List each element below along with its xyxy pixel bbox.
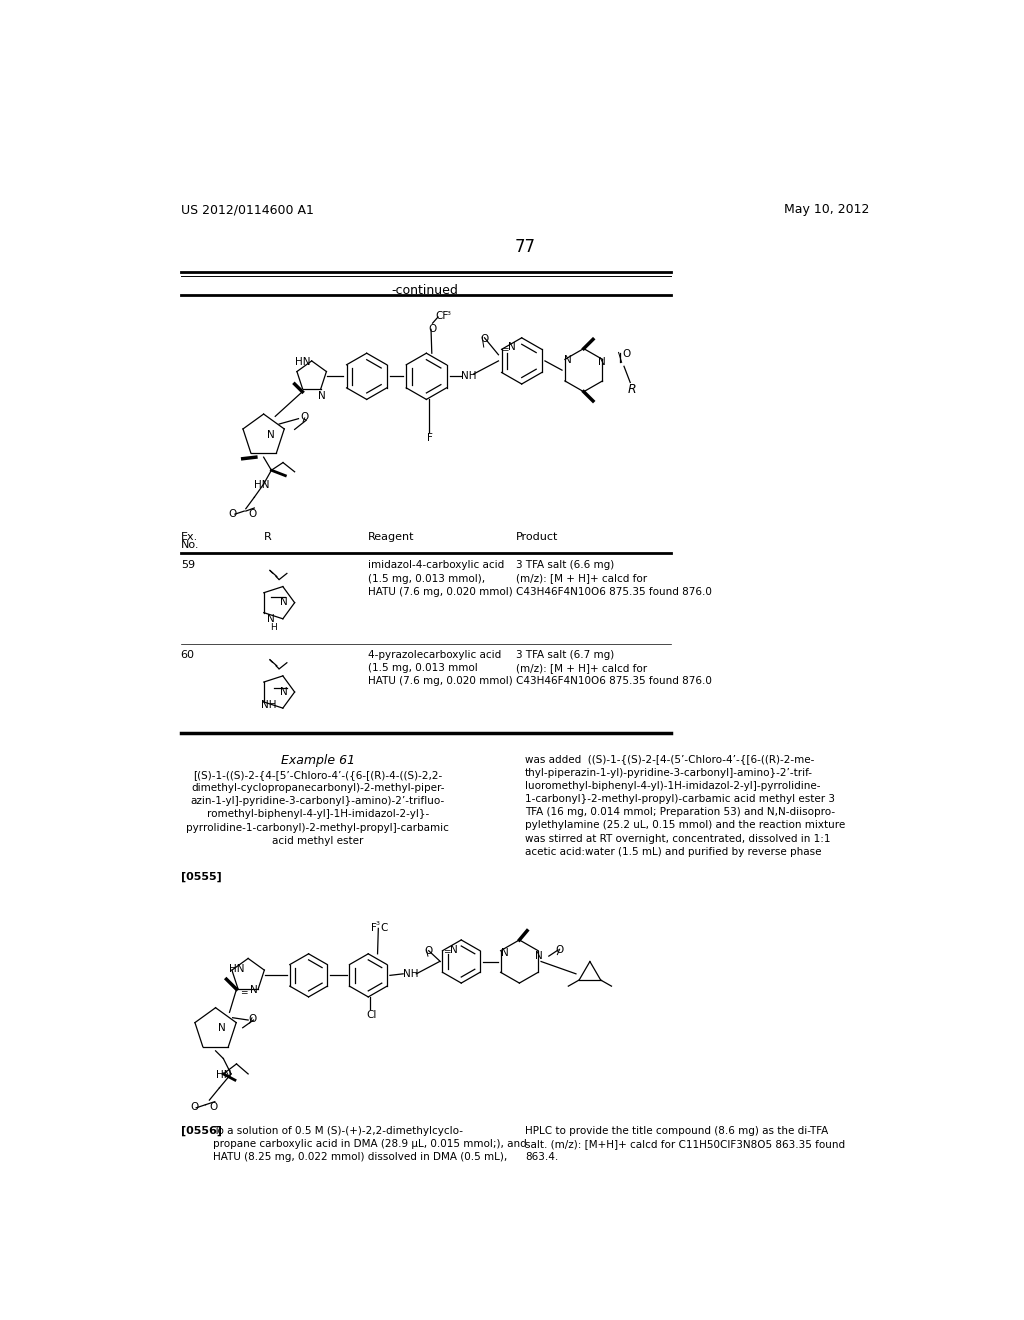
Text: was added  ((S)-1-{(S)-2-[4-(5’-Chloro-4’-{[6-((R)-2-me-
thyl-piperazin-1-yl)-py: was added ((S)-1-{(S)-2-[4-(5’-Chloro-4’… [524,755,845,857]
Text: 4-pyrazolecarboxylic acid
(1.5 mg, 0.013 mmol
HATU (7.6 mg, 0.020 mmol): 4-pyrazolecarboxylic acid (1.5 mg, 0.013… [369,649,513,686]
Text: F: F [371,923,377,933]
Text: Example 61: Example 61 [281,755,355,767]
Text: =: = [442,946,451,956]
Text: NH: NH [403,969,419,979]
Text: imidazol-4-carboxylic acid
(1.5 mg, 0.013 mmol),
HATU (7.6 mg, 0.020 mmol): imidazol-4-carboxylic acid (1.5 mg, 0.01… [369,561,513,597]
Text: N: N [280,686,288,697]
Text: [0556]: [0556] [180,1126,222,1135]
Text: To a solution of 0.5 M (S)-(+)-2,2-dimethylcyclo-
propane carboxylic acid in DMA: To a solution of 0.5 M (S)-(+)-2,2-dimet… [213,1126,527,1162]
Text: 60: 60 [180,649,195,660]
Text: N: N [598,358,605,367]
Text: N: N [317,391,326,401]
Text: N: N [266,430,274,440]
Text: US 2012/0114600 A1: US 2012/0114600 A1 [180,203,313,216]
Text: N: N [280,598,288,607]
Text: N: N [450,945,458,954]
Text: R: R [263,532,271,541]
Text: N: N [251,985,258,995]
Text: N: N [535,950,543,961]
Text: Ex.: Ex. [180,532,198,541]
Text: NH: NH [461,371,477,381]
Text: HN: HN [228,964,245,974]
Text: O: O [556,945,564,954]
Text: 3 TFA salt (6.7 mg)
(m/z): [M + H]+ calcd for
C43H46F4N10O6 875.35 found 876.0: 3 TFA salt (6.7 mg) (m/z): [M + H]+ calc… [515,649,712,686]
Text: N: N [218,1023,225,1034]
Text: Product: Product [515,532,558,541]
Text: HN: HN [254,480,270,490]
Text: O: O [300,412,308,422]
Text: R: R [628,383,636,396]
Text: Cl: Cl [367,1010,377,1020]
Text: O: O [228,508,237,519]
Text: N: N [267,614,275,624]
Text: N: N [508,342,515,351]
Text: [0555]: [0555] [180,871,221,882]
Text: HPLC to provide the title compound (8.6 mg) as the di-TFA
salt. (m/z): [M+H]+ ca: HPLC to provide the title compound (8.6 … [524,1126,845,1162]
Text: HN: HN [295,358,310,367]
Text: F: F [427,433,433,442]
Text: O: O [429,323,437,334]
Text: O: O [248,1014,256,1024]
Text: O: O [209,1102,218,1113]
Text: C: C [381,923,388,933]
Text: O: O [248,508,256,519]
Text: 3 TFA salt (6.6 mg)
(m/z): [M + H]+ calcd for
C43H46F4N10O6 875.35 found 876.0: 3 TFA salt (6.6 mg) (m/z): [M + H]+ calc… [515,561,712,597]
Text: O: O [480,334,488,345]
Text: O: O [190,1102,199,1113]
Text: H: H [270,623,276,632]
Text: [(S)-1-((S)-2-{4-[5’-Chloro-4’-({6-[(R)-4-((S)-2,2-
dimethyl-cyclopropanecarbony: [(S)-1-((S)-2-{4-[5’-Chloro-4’-({6-[(R)-… [186,770,450,846]
Text: O: O [623,350,631,359]
Text: O: O [425,946,433,956]
Text: Reagent: Reagent [369,532,415,541]
Text: $_3$: $_3$ [375,919,381,928]
Text: 59: 59 [180,561,195,570]
Text: May 10, 2012: May 10, 2012 [783,203,869,216]
Text: =: = [241,987,248,997]
Text: NH: NH [261,701,276,710]
Text: $_3$: $_3$ [445,309,452,318]
Text: =: = [501,345,508,354]
Text: HN: HN [216,1071,231,1080]
Text: 77: 77 [514,238,536,256]
Text: CF: CF [435,312,449,321]
Text: N: N [501,949,509,958]
Text: N: N [564,355,572,364]
Text: -continued: -continued [391,284,459,297]
Text: No.: No. [180,540,200,550]
